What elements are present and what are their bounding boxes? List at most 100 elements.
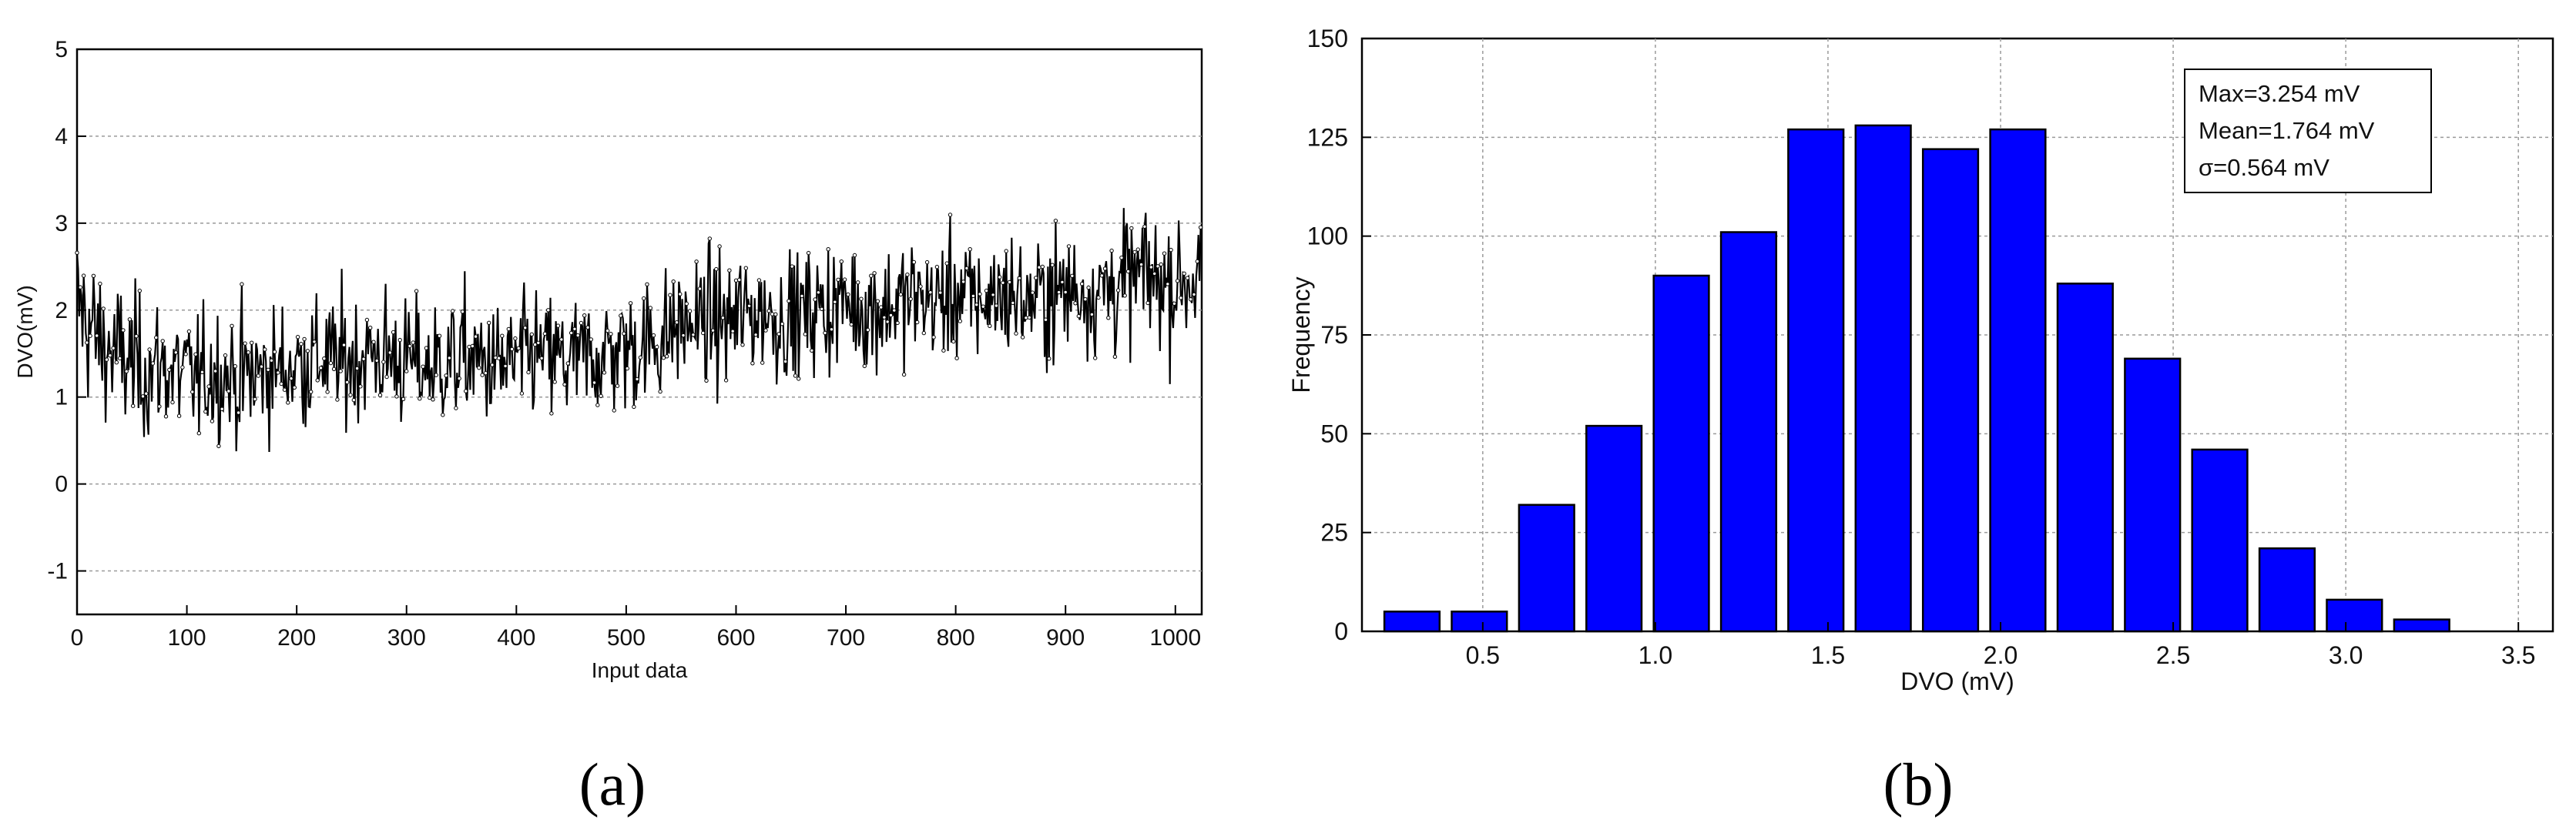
panel-a-x-tick-label: 200: [277, 625, 316, 651]
panel-a-point: [414, 289, 419, 293]
panel-a-point: [615, 383, 620, 388]
panel-a-point: [364, 317, 370, 323]
panel-a-point: [1083, 297, 1088, 302]
panel-a-point: [114, 360, 119, 365]
panel-a-y-tick-label: -1: [47, 559, 68, 584]
panel-a-point: [1030, 290, 1035, 295]
panel-a-point: [1063, 289, 1068, 295]
panel-a-point: [787, 299, 791, 303]
panel-a-point: [309, 390, 314, 394]
panel-a-point: [931, 335, 936, 340]
panel-a-point: [289, 376, 293, 381]
panel-a-point: [655, 344, 659, 350]
panel-a-point: [170, 400, 175, 405]
panel-a-point: [1142, 224, 1147, 229]
panel-a-point: [892, 308, 897, 313]
panel-a-point: [918, 284, 923, 289]
panel-a-point: [1076, 313, 1082, 319]
panel-a-point: [589, 337, 593, 342]
panel-a-point: [411, 340, 415, 345]
panel-a-point: [1007, 279, 1012, 285]
panel-a-point: [585, 325, 590, 330]
panel-a-point: [441, 413, 445, 417]
panel-a-point: [246, 350, 251, 355]
panel-a-point: [651, 333, 656, 338]
panel-a-point: [1119, 256, 1124, 260]
panel-a-point: [206, 384, 211, 389]
panel-a-point: [1027, 315, 1031, 320]
panel-b-y-tick-label: 150: [1307, 25, 1348, 52]
panel-a-y-tick-label: 2: [55, 298, 68, 323]
histogram-bar: [1719, 231, 1778, 633]
panel-a-point: [154, 335, 159, 340]
panel-a-point: [776, 332, 781, 336]
panel-a-point: [490, 363, 495, 367]
panel-b-x-tick-label: 2.5: [2156, 641, 2190, 669]
panel-a-point: [760, 360, 765, 365]
panel-a-point: [898, 292, 904, 297]
panel-a-point: [325, 390, 330, 394]
panel-a-point: [1149, 265, 1154, 269]
histogram-bar: [1787, 128, 1845, 633]
panel-a-point: [875, 299, 880, 303]
panel-a-point: [428, 395, 432, 400]
panel-a-y-tick-label: 3: [55, 211, 68, 236]
panel-a-x-tick-label: 400: [497, 625, 535, 651]
panel-a-point: [961, 279, 966, 284]
panel-a-point: [575, 333, 580, 338]
panel-a-point: [81, 273, 86, 278]
panel-a-point: [717, 244, 722, 249]
panel-a-point: [737, 277, 742, 283]
panel-a-point: [622, 331, 626, 336]
panel-a-point: [826, 247, 830, 252]
panel-a-x-tick-label: 1000: [1149, 625, 1201, 651]
panel-a-point: [483, 370, 488, 376]
panel-a-point: [661, 356, 666, 360]
panel-a-point: [361, 356, 366, 361]
panel-a-point: [1024, 316, 1028, 320]
histogram-bar: [1518, 504, 1575, 633]
panel-a-y-tick-label: 5: [55, 37, 68, 62]
panel-a-point: [444, 373, 448, 378]
panel-a-point: [839, 259, 844, 264]
panel-a-point: [460, 310, 465, 314]
panel-a-point: [998, 275, 1002, 279]
panel-a-point: [318, 366, 324, 370]
panel-a-point: [124, 369, 129, 373]
panel-b-x-tick-label: 1.0: [1639, 641, 1672, 669]
panel-a-point: [131, 403, 136, 408]
panel-a-point: [523, 326, 528, 330]
panel-a-x-axis-title: Input data: [592, 658, 688, 682]
panel-a-point: [1017, 276, 1022, 281]
panel-a-point: [196, 431, 201, 436]
panel-a-point: [183, 352, 188, 356]
panel-b-y-tick-label: 0: [1334, 617, 1348, 645]
panel-a-point: [1011, 300, 1015, 306]
panel-a-point: [552, 380, 557, 384]
panel-a-point: [371, 340, 376, 344]
panel-a-point: [75, 250, 79, 255]
panel-a-grid: [77, 136, 1202, 572]
panel-a-point: [628, 301, 633, 306]
panel-a-point: [236, 410, 241, 415]
panel-a-point: [579, 320, 584, 326]
panel-a-point: [354, 366, 360, 371]
panel-a-point: [1014, 331, 1018, 336]
panel-a-point: [869, 273, 874, 278]
histogram-bar: [1451, 611, 1508, 633]
panel-a-point: [684, 301, 689, 306]
panel-a-point: [312, 340, 317, 344]
panel-a-point: [377, 393, 383, 397]
panel-a-point: [944, 261, 949, 266]
panel-a-point: [487, 320, 491, 325]
panel-a-point: [743, 266, 748, 270]
panel-a-point: [895, 320, 900, 326]
panel-a-point: [833, 300, 837, 304]
panel-a-point: [519, 391, 525, 396]
panel-a-point: [882, 315, 887, 320]
panel-a-point: [282, 387, 287, 392]
panel-a-point: [85, 340, 89, 345]
panel-a-point: [259, 364, 264, 369]
panel-a-point: [220, 407, 224, 411]
